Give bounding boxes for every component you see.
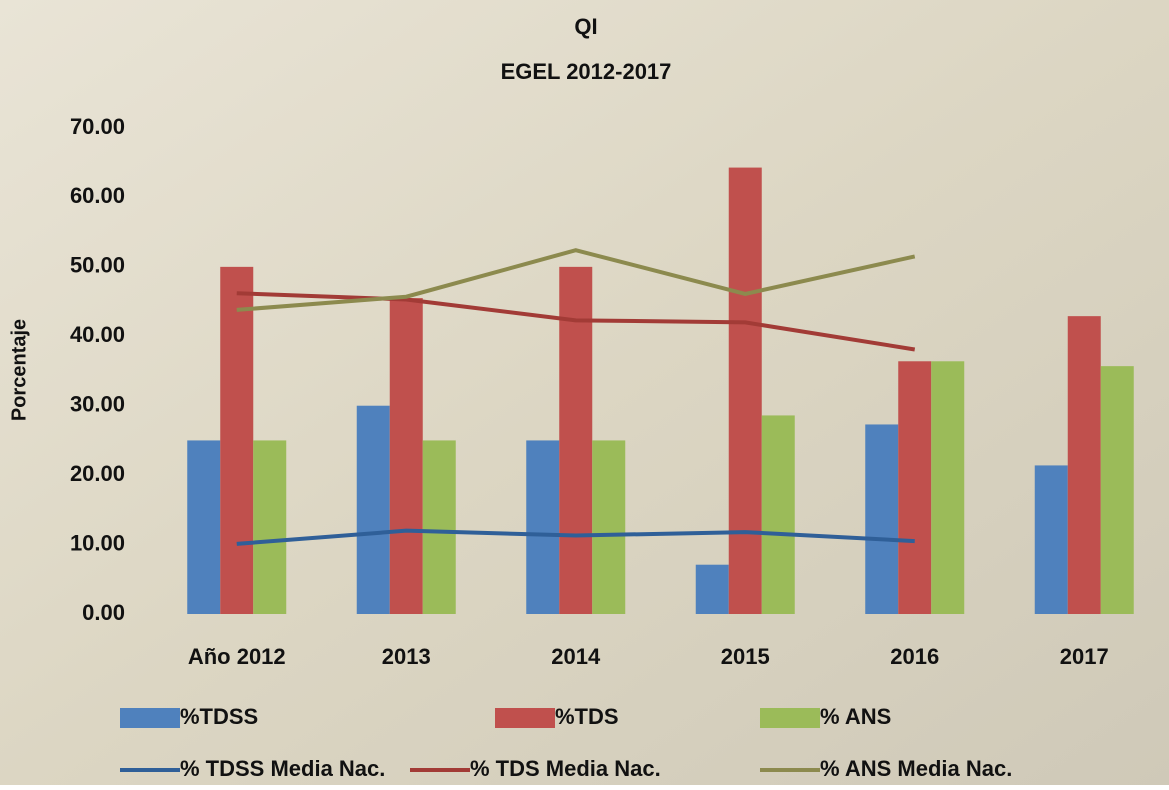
x-tick-label: 2014 xyxy=(551,644,601,669)
y-tick-label: 20.00 xyxy=(70,461,125,486)
x-tick-label: 2015 xyxy=(721,644,770,669)
y-tick-label: 10.00 xyxy=(70,530,125,555)
bar xyxy=(898,361,931,614)
legend-swatch xyxy=(120,708,180,728)
chart-title: QI xyxy=(574,14,597,39)
bar xyxy=(1035,465,1068,614)
x-tick-label: Año 2012 xyxy=(188,644,286,669)
bar xyxy=(1068,316,1101,614)
bar xyxy=(187,440,220,614)
bar xyxy=(423,440,456,614)
x-tick-label: 2016 xyxy=(890,644,939,669)
legend-label: %TDSS xyxy=(180,704,258,729)
legend-label: % ANS xyxy=(820,704,891,729)
bar xyxy=(390,298,423,614)
bar xyxy=(526,440,559,614)
x-tick-label: 2017 xyxy=(1060,644,1109,669)
y-tick-label: 40.00 xyxy=(70,322,125,347)
y-axis-label: Porcentaje xyxy=(8,319,30,421)
legend-label: % TDSS Media Nac. xyxy=(180,756,385,781)
legend-label: % ANS Media Nac. xyxy=(820,756,1012,781)
bar xyxy=(220,267,253,614)
bar xyxy=(696,565,729,614)
y-tick-label: 70.00 xyxy=(70,114,125,139)
bar xyxy=(762,415,795,614)
x-tick-label: 2013 xyxy=(382,644,431,669)
legend-swatch xyxy=(495,708,555,728)
bar xyxy=(357,406,390,614)
y-tick-label: 60.00 xyxy=(70,183,125,208)
y-tick-label: 30.00 xyxy=(70,392,125,417)
legend-label: %TDS xyxy=(555,704,619,729)
bar xyxy=(729,168,762,614)
y-tick-label: 50.00 xyxy=(70,253,125,278)
bar xyxy=(592,440,625,614)
legend-label: % TDS Media Nac. xyxy=(470,756,661,781)
bar xyxy=(1101,366,1134,614)
chart-subtitle: EGEL 2012-2017 xyxy=(501,59,672,84)
legend-swatch xyxy=(760,708,820,728)
chart: QI EGEL 2012-2017 Porcentaje 0.00 10.00 20… xyxy=(0,0,1169,785)
bar xyxy=(931,361,964,614)
bar xyxy=(253,440,286,614)
bar xyxy=(865,424,898,614)
y-tick-label: 0.00 xyxy=(82,600,125,625)
